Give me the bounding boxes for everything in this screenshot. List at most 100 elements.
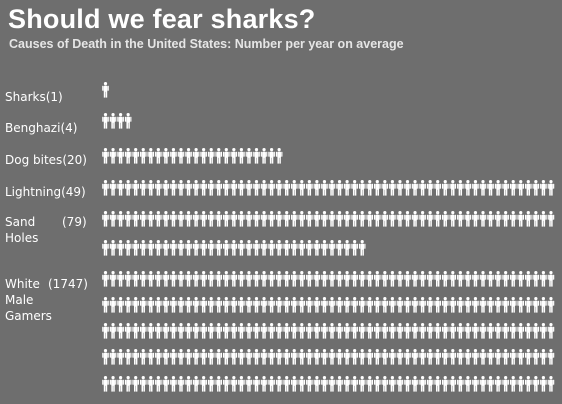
- person-figure: [298, 323, 306, 339]
- person-figure: [374, 323, 381, 339]
- person-figure: [464, 376, 472, 392]
- person-figure: [230, 271, 238, 287]
- person-figure: [290, 323, 298, 339]
- person-figure: [336, 297, 343, 313]
- person-figure: [124, 297, 132, 313]
- person-figure: [351, 180, 358, 196]
- person-figure: [102, 113, 109, 129]
- person-figure: [336, 376, 343, 392]
- person-figure: [170, 211, 177, 227]
- person-figure: [283, 297, 290, 313]
- person-figure: [124, 271, 132, 287]
- person-figure: [472, 271, 479, 287]
- person-figure: [290, 240, 298, 256]
- person-figure: [487, 211, 494, 227]
- person-figure: [275, 180, 283, 196]
- person-figure: [313, 180, 321, 196]
- person-figure: [381, 323, 389, 339]
- category-value-0: (1): [45, 90, 63, 104]
- person-figure: [260, 180, 268, 196]
- person-figure: [268, 376, 275, 392]
- person-figure: [411, 271, 419, 287]
- person-figure: [351, 240, 358, 256]
- category-label-3: Lightning: [5, 184, 61, 200]
- person-figure: [109, 113, 117, 129]
- person-figure: [449, 297, 457, 313]
- person-figure: [411, 211, 419, 227]
- person-figure: [260, 376, 268, 392]
- person-figure: [381, 211, 389, 227]
- person-figure: [532, 180, 540, 196]
- person-figure: [109, 148, 117, 164]
- person-figure: [509, 180, 517, 196]
- person-figure: [147, 211, 155, 227]
- person-figure: [253, 148, 260, 164]
- person-figure: [207, 211, 215, 227]
- person-figure: [343, 240, 351, 256]
- person-figure: [547, 271, 555, 287]
- person-figure: [336, 323, 343, 339]
- person-figure: [426, 271, 434, 287]
- person-figure: [260, 323, 268, 339]
- category-label-0: Sharks: [5, 89, 46, 105]
- person-figure: [532, 211, 540, 227]
- person-figure: [343, 297, 351, 313]
- category-name-part: Gamers: [5, 309, 52, 323]
- person-figure: [283, 376, 290, 392]
- person-figure: [411, 297, 419, 313]
- person-figure: [321, 211, 328, 227]
- person-figure: [283, 211, 290, 227]
- person-figure: [411, 323, 419, 339]
- person-figure: [290, 271, 298, 287]
- person-figure: [253, 240, 260, 256]
- person-figure: [207, 240, 215, 256]
- person-figure: [155, 297, 162, 313]
- person-figure: [238, 180, 245, 196]
- person-figure: [170, 297, 177, 313]
- person-figure: [162, 323, 170, 339]
- person-figure: [547, 211, 555, 227]
- person-figure: [132, 323, 139, 339]
- person-figure: [366, 349, 374, 365]
- person-figure: [381, 349, 389, 365]
- person-figure: [509, 271, 517, 287]
- person-figure: [223, 211, 230, 227]
- person-figure: [517, 271, 525, 287]
- person-figure: [358, 297, 366, 313]
- person-figure: [230, 376, 238, 392]
- person-figure: [472, 297, 479, 313]
- person-figure: [389, 297, 396, 313]
- person-figure: [351, 376, 358, 392]
- person-figure: [540, 349, 547, 365]
- person-figure: [139, 148, 147, 164]
- person-figure: [449, 180, 457, 196]
- person-figure: [441, 349, 449, 365]
- person-figure: [313, 240, 321, 256]
- person-figure: [268, 297, 275, 313]
- category-name-part: Sand: [5, 215, 36, 229]
- person-figure: [306, 271, 313, 287]
- person-figure: [223, 271, 230, 287]
- person-figure: [109, 349, 117, 365]
- person-figure: [434, 349, 441, 365]
- person-figure: [200, 271, 207, 287]
- person-figure: [449, 211, 457, 227]
- person-figure: [358, 323, 366, 339]
- person-figure: [109, 297, 117, 313]
- person-figure: [185, 323, 192, 339]
- person-figure: [494, 271, 502, 287]
- person-figure: [336, 349, 343, 365]
- person-figure: [155, 376, 162, 392]
- person-figure: [396, 180, 404, 196]
- person-figure: [139, 180, 147, 196]
- person-figure: [268, 148, 275, 164]
- person-figure: [177, 148, 185, 164]
- person-figure: [464, 323, 472, 339]
- person-figure: [366, 323, 374, 339]
- person-figure: [472, 349, 479, 365]
- person-figure: [245, 180, 253, 196]
- person-figure: [464, 271, 472, 287]
- person-figure: [517, 180, 525, 196]
- person-figure: [487, 323, 494, 339]
- person-figure: [147, 297, 155, 313]
